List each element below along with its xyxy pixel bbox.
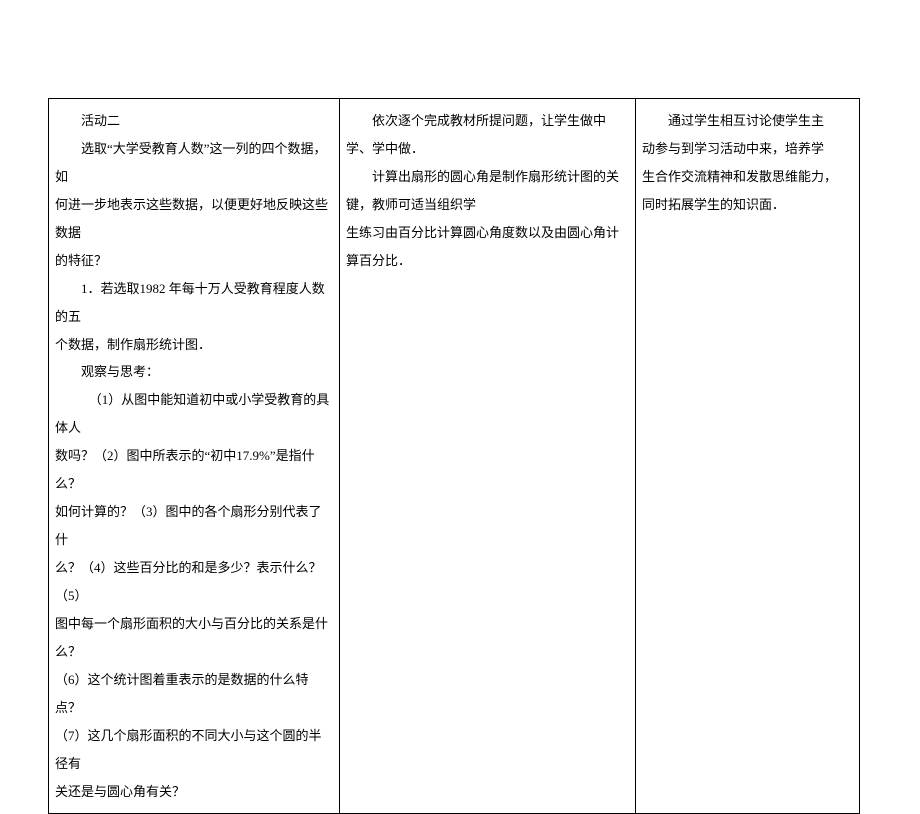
text-line: 的特征？ [55,247,333,275]
text-line: 1．若选取1982 年每十万人受教育程度人数的五 [55,275,333,331]
text-line: 通过学生相互讨论使学生主 [642,107,853,135]
text-line: 个数据，制作扇形统计图． [55,331,333,359]
text-line: 么？（4）这些百分比的和是多少？表示什么？（5） [55,554,333,610]
text-line: 活动二 [55,107,333,135]
text-line: 计算出扇形的圆心角是制作扇形统计图的关键，教师可适当组织学 [346,163,629,219]
lesson-table: 活动二 选取“大学受教育人数”这一列的四个数据，如 何进一步地表示这些数据，以便… [48,98,860,814]
text-line: 何进一步地表示这些数据，以便更好地反映这些数据 [55,191,333,247]
text-line: 动参与到学习活动中来，培养学 [642,135,853,163]
text-line: 生合作交流精神和发散思维能力， [642,163,853,191]
text-line: 数吗？（2）图中所表示的“初中17.9%”是指什么？ [55,442,333,498]
text-line: 同时拓展学生的知识面． [642,191,853,219]
text-line: （6）这个统计图着重表示的是数据的什么特点？ [55,666,333,722]
text-line: 观察与思考： [55,358,333,386]
cell-activity: 活动二 选取“大学受教育人数”这一列的四个数据，如 何进一步地表示这些数据，以便… [49,99,340,814]
text-line: 如何计算的？（3）图中的各个扇形分别代表了什 [55,498,333,554]
text-line: 关还是与圆心角有关？ [55,778,333,806]
text-line: 图中每一个扇形面积的大小与百分比的关系是什么？ [55,610,333,666]
text-line: （7）这几个扇形面积的不同大小与这个圆的半径有 [55,722,333,778]
text-line: 选取“大学受教育人数”这一列的四个数据，如 [55,135,333,191]
text-line: 生练习由百分比计算圆心角度数以及由圆心角计算百分比． [346,219,629,275]
page: 活动二 选取“大学受教育人数”这一列的四个数据，如 何进一步地表示这些数据，以便… [0,0,920,651]
cell-teacher: 依次逐个完成教材所提问题，让学生做中学、学中做． 计算出扇形的圆心角是制作扇形统… [340,99,636,814]
text-line: （1）从图中能知道初中或小学受教育的具体人 [55,386,333,442]
text-line: 依次逐个完成教材所提问题，让学生做中学、学中做． [346,107,629,163]
cell-purpose: 通过学生相互讨论使学生主 动参与到学习活动中来，培养学 生合作交流精神和发散思维… [636,99,860,814]
table-row: 活动二 选取“大学受教育人数”这一列的四个数据，如 何进一步地表示这些数据，以便… [49,99,860,814]
